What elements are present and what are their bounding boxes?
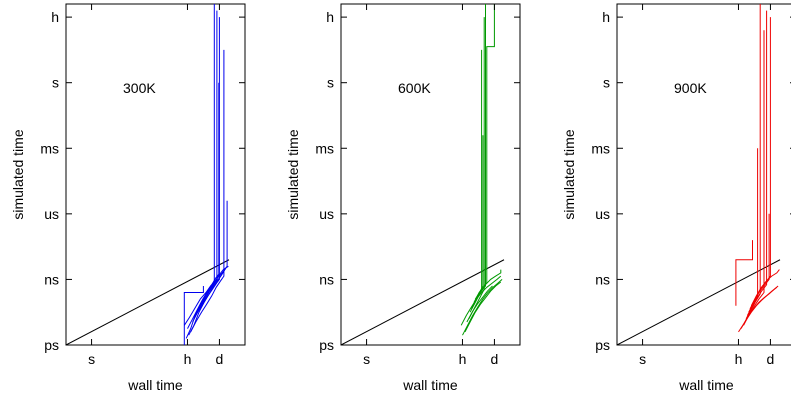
y-axis-label: simulated time: [285, 129, 301, 219]
trajectory-line: [735, 240, 753, 306]
y-axis-label: simulated time: [10, 129, 26, 219]
trajectory-line: [192, 17, 220, 323]
trajectory-line: [746, 148, 759, 316]
x-tick-label: h: [184, 351, 192, 367]
trajectory-line: [195, 82, 220, 313]
y-tick-label: h: [602, 9, 610, 25]
y-tick-label: h: [51, 9, 59, 25]
trajectory-line: [183, 286, 204, 345]
x-axis-label: wall time: [127, 377, 183, 393]
y-tick-label: s: [327, 75, 334, 91]
trajectory-line: [474, 269, 502, 300]
x-axis-label: wall time: [678, 377, 734, 393]
panel-annotation: 900K: [674, 80, 707, 96]
y-tick-label: ps: [595, 337, 610, 353]
trajectory-line: [187, 10, 218, 329]
reference-line: [66, 259, 230, 345]
x-tick-label: h: [735, 351, 743, 367]
y-tick-label: us: [319, 206, 334, 222]
x-tick-label: d: [491, 351, 499, 367]
y-tick-label: s: [52, 75, 59, 91]
reference-line: [617, 259, 781, 345]
trajectory-line: [462, 279, 503, 336]
trajectory-line: [468, 17, 485, 320]
trajectory-line: [470, 49, 483, 310]
reference-line: [341, 259, 505, 345]
plot-frame: [340, 3, 521, 346]
y-tick-label: ps: [44, 337, 59, 353]
y-tick-label: ns: [595, 271, 610, 287]
panel-annotation: 600K: [398, 80, 431, 96]
panel-600K: 600K wall time simulated time ps ns us ms s h…: [285, 3, 521, 393]
trajectory-line: [198, 265, 229, 310]
y-tick-label: ns: [319, 271, 334, 287]
trajectory-line: [190, 49, 225, 333]
y-tick-label: ms: [591, 140, 610, 156]
x-axis-label: wall time: [402, 377, 458, 393]
x-tick-label: d: [216, 351, 224, 367]
panel-900K: 900K wall time simulated time ps ns us ms s h…: [561, 3, 791, 393]
trajectory-line: [750, 269, 780, 306]
y-tick-label: ms: [315, 140, 334, 156]
y-tick-label: s: [603, 75, 610, 91]
y-tick-label: ms: [40, 140, 59, 156]
trajectory-line: [748, 213, 770, 313]
y-tick-label: ns: [44, 271, 59, 287]
panel-annotation: 300K: [123, 80, 156, 96]
y-tick-label: h: [326, 9, 334, 25]
plot-area: [341, 4, 505, 345]
trajectory-line: [460, 275, 502, 326]
y-tick-label: us: [44, 206, 59, 222]
trajectory-line: [743, 30, 765, 326]
y-axis-label: simulated time: [561, 129, 577, 219]
plot-area: [66, 4, 230, 345]
panel-300K: 300K wall time simulated time ps ns us ms s h…: [10, 3, 246, 393]
y-tick-label: us: [595, 206, 610, 222]
x-tick-label: d: [767, 351, 775, 367]
x-tick-label: h: [459, 351, 467, 367]
x-tick-label: s: [639, 351, 646, 367]
y-tick-label: ps: [319, 337, 334, 353]
x-tick-label: s: [363, 351, 370, 367]
plot-frame: [616, 3, 791, 346]
trajectory-line: [464, 281, 502, 333]
x-tick-label: s: [88, 351, 95, 367]
plot-area: [617, 4, 781, 345]
plot-frame: [65, 3, 246, 346]
